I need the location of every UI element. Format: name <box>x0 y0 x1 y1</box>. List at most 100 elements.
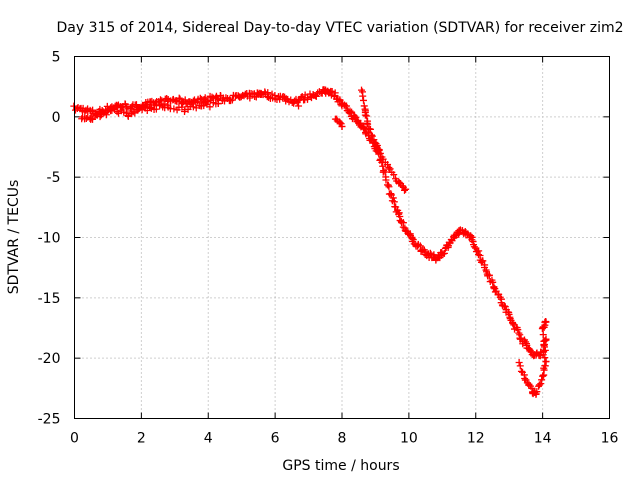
data-point <box>128 102 136 110</box>
data-point <box>367 131 375 139</box>
data-point <box>541 354 549 362</box>
data-point <box>521 374 529 382</box>
data-point <box>359 96 367 104</box>
data-point <box>533 388 541 396</box>
data-point <box>208 93 216 101</box>
data-point <box>390 171 398 179</box>
data-point <box>542 318 550 326</box>
data-point <box>387 190 395 198</box>
x-tick-label: 0 <box>70 431 79 447</box>
data-point <box>401 186 409 194</box>
data-point <box>516 362 524 370</box>
data-point <box>331 89 339 97</box>
data-point <box>312 92 320 100</box>
data-point <box>539 331 547 339</box>
data-point <box>416 242 424 250</box>
data-point <box>409 236 417 244</box>
y-tick-label: -15 <box>38 291 61 307</box>
data-point <box>375 146 383 154</box>
data-point <box>206 103 214 111</box>
data-point <box>170 105 178 113</box>
data-point <box>366 125 374 133</box>
data-point <box>489 278 497 286</box>
x-tick-label: 8 <box>338 431 347 447</box>
data-point <box>175 94 183 102</box>
data-point <box>535 381 543 389</box>
y-axis-label: SDTVAR / TECUs <box>6 180 22 295</box>
y-axis-tick-labels: -25 -20 -15 -10 -5 0 5 <box>38 50 61 428</box>
x-axis-tick-labels: 0 2 4 6 8 10 12 14 16 <box>70 431 618 447</box>
data-point <box>295 102 303 110</box>
data-point <box>515 329 523 337</box>
data-point <box>359 92 367 100</box>
y-tick-label: -5 <box>47 170 61 186</box>
grid-lines <box>74 56 610 419</box>
data-point <box>541 362 549 370</box>
data-point <box>386 165 394 173</box>
data-point <box>338 122 346 130</box>
data-point <box>358 86 366 94</box>
y-tick-label: 0 <box>52 110 61 126</box>
plot-frame <box>74 56 610 419</box>
x-tick-label: 16 <box>601 431 619 447</box>
data-point <box>359 124 367 132</box>
data-point <box>152 105 160 113</box>
x-tick-label: 2 <box>137 431 146 447</box>
data-point <box>160 100 168 108</box>
data-point <box>376 149 384 157</box>
y-tick-label: -25 <box>38 412 61 428</box>
data-point <box>379 162 387 170</box>
x-tick-label: 4 <box>204 431 213 447</box>
data-point <box>328 87 336 95</box>
data-point <box>501 303 509 311</box>
data-point <box>485 271 493 279</box>
data-point <box>542 357 550 365</box>
data-point <box>176 95 184 103</box>
data-point <box>385 183 393 191</box>
data-point <box>246 94 254 102</box>
data-point <box>467 232 475 240</box>
data-point <box>470 243 478 251</box>
data-point <box>351 112 359 120</box>
data-point <box>389 194 397 202</box>
data-point <box>537 380 545 388</box>
y-tick-label: 5 <box>52 50 61 66</box>
x-tick-label: 10 <box>400 431 418 447</box>
data-point <box>398 182 406 190</box>
data-point <box>381 168 389 176</box>
y-tick-label: -10 <box>38 231 61 247</box>
data-point <box>522 338 530 346</box>
data-point <box>368 132 376 140</box>
data-point <box>363 112 371 120</box>
data-point <box>361 111 369 119</box>
data-point <box>336 119 344 127</box>
data-point <box>152 99 160 107</box>
data-point <box>228 96 236 104</box>
data-point <box>181 108 189 116</box>
data-point <box>129 108 137 116</box>
data-point <box>364 120 372 128</box>
x-tick-label: 6 <box>271 431 280 447</box>
data-point <box>382 176 390 184</box>
data-point <box>517 367 525 375</box>
x-tick-label: 14 <box>534 431 552 447</box>
data-point <box>343 102 351 110</box>
data-point <box>538 376 546 384</box>
data-point <box>102 111 110 119</box>
data-point <box>181 96 189 104</box>
chart-title: Day 315 of 2014, Sidereal Day-to-day VTE… <box>57 20 624 36</box>
y-tick-label: -20 <box>38 351 61 367</box>
x-tick-label: 12 <box>467 431 485 447</box>
x-axis-label: GPS time / hours <box>282 458 399 474</box>
data-point <box>264 89 272 97</box>
data-point <box>474 251 482 259</box>
data-point <box>540 337 548 345</box>
data-point <box>514 326 522 334</box>
data-point <box>402 185 410 193</box>
data-point <box>138 106 146 114</box>
data-point <box>214 100 222 108</box>
data-point <box>509 319 517 327</box>
data-point <box>200 102 208 110</box>
data-points <box>70 86 550 398</box>
